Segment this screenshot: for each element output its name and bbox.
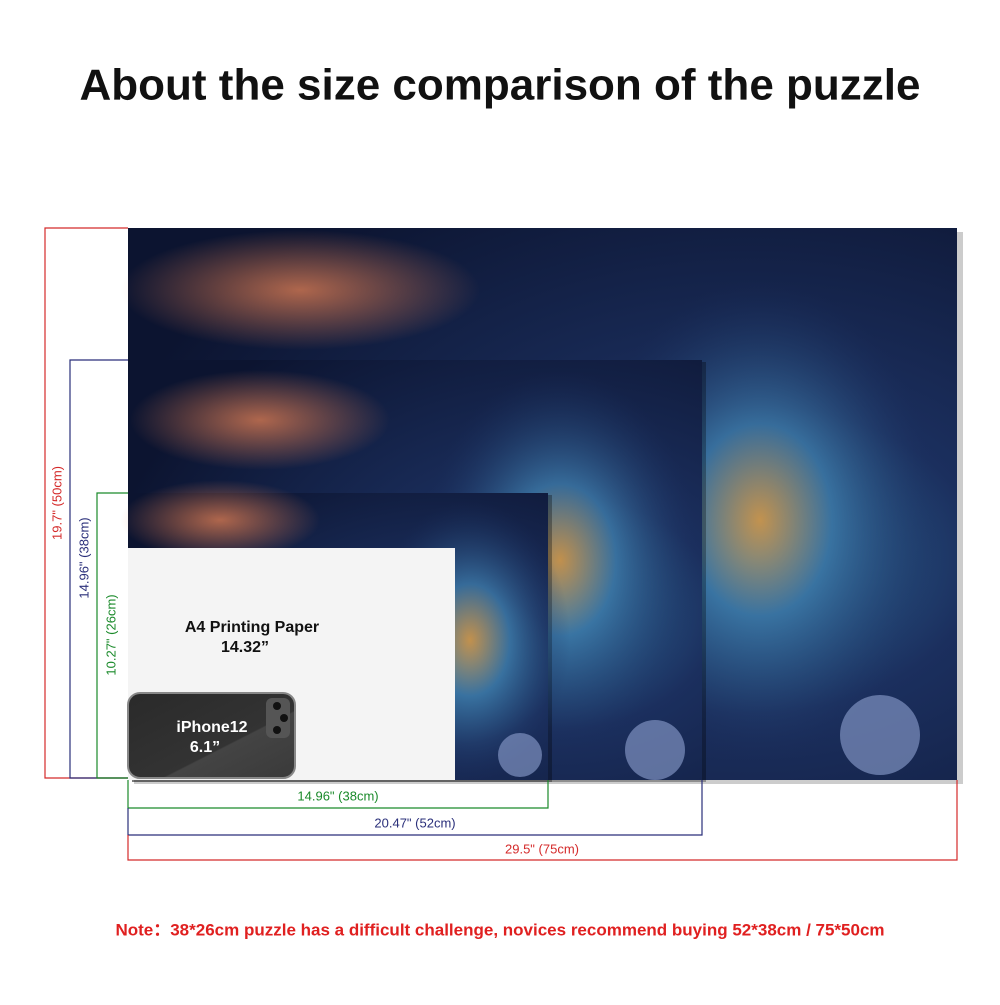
a4-size: 14.32” [221, 639, 269, 656]
horizontal-dimensions [127, 780, 958, 861]
note: Note：38*26cm puzzle has a difficult chal… [115, 920, 884, 939]
width-medium: 20.47" (52cm) [374, 815, 455, 830]
height-large: 19.7" (50cm) [49, 466, 64, 540]
a4-name: A4 Printing Paper [185, 619, 319, 636]
title: About the size comparison of the puzzle [80, 61, 921, 110]
width-large: 29.5" (75cm) [505, 841, 579, 856]
height-medium: 14.96" (38cm) [76, 517, 91, 598]
width-small: 14.96" (38cm) [297, 788, 378, 803]
vertical-dimensions [44, 227, 128, 779]
phone: iPhone12 6.1” [127, 692, 296, 779]
phone-size: 6.1” [190, 739, 220, 756]
phone-name: iPhone12 [176, 719, 247, 736]
height-small: 10.27" (26cm) [103, 594, 118, 675]
